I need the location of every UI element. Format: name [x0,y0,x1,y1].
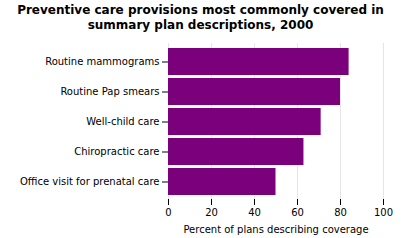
svg-text:0: 0 [165,207,171,218]
svg-text:40: 40 [248,207,261,218]
svg-text:Chiropractic care: Chiropractic care [74,146,159,157]
svg-text:20: 20 [205,207,218,218]
svg-text:100: 100 [374,207,393,218]
svg-text:Office visit for prenatal care: Office visit for prenatal care [20,176,160,187]
svg-text:Percent of plans describing co: Percent of plans describing coverage [183,224,368,235]
svg-text:Routine mammograms: Routine mammograms [45,56,159,67]
svg-text:Well-child care: Well-child care [86,116,159,127]
svg-text:Routine Pap smears: Routine Pap smears [60,86,159,97]
svg-text:60: 60 [291,207,304,218]
html-text:Preventive care provisions mos: Preventive care provisions most commonly… [17,3,384,32]
svg-text:80: 80 [334,207,347,218]
